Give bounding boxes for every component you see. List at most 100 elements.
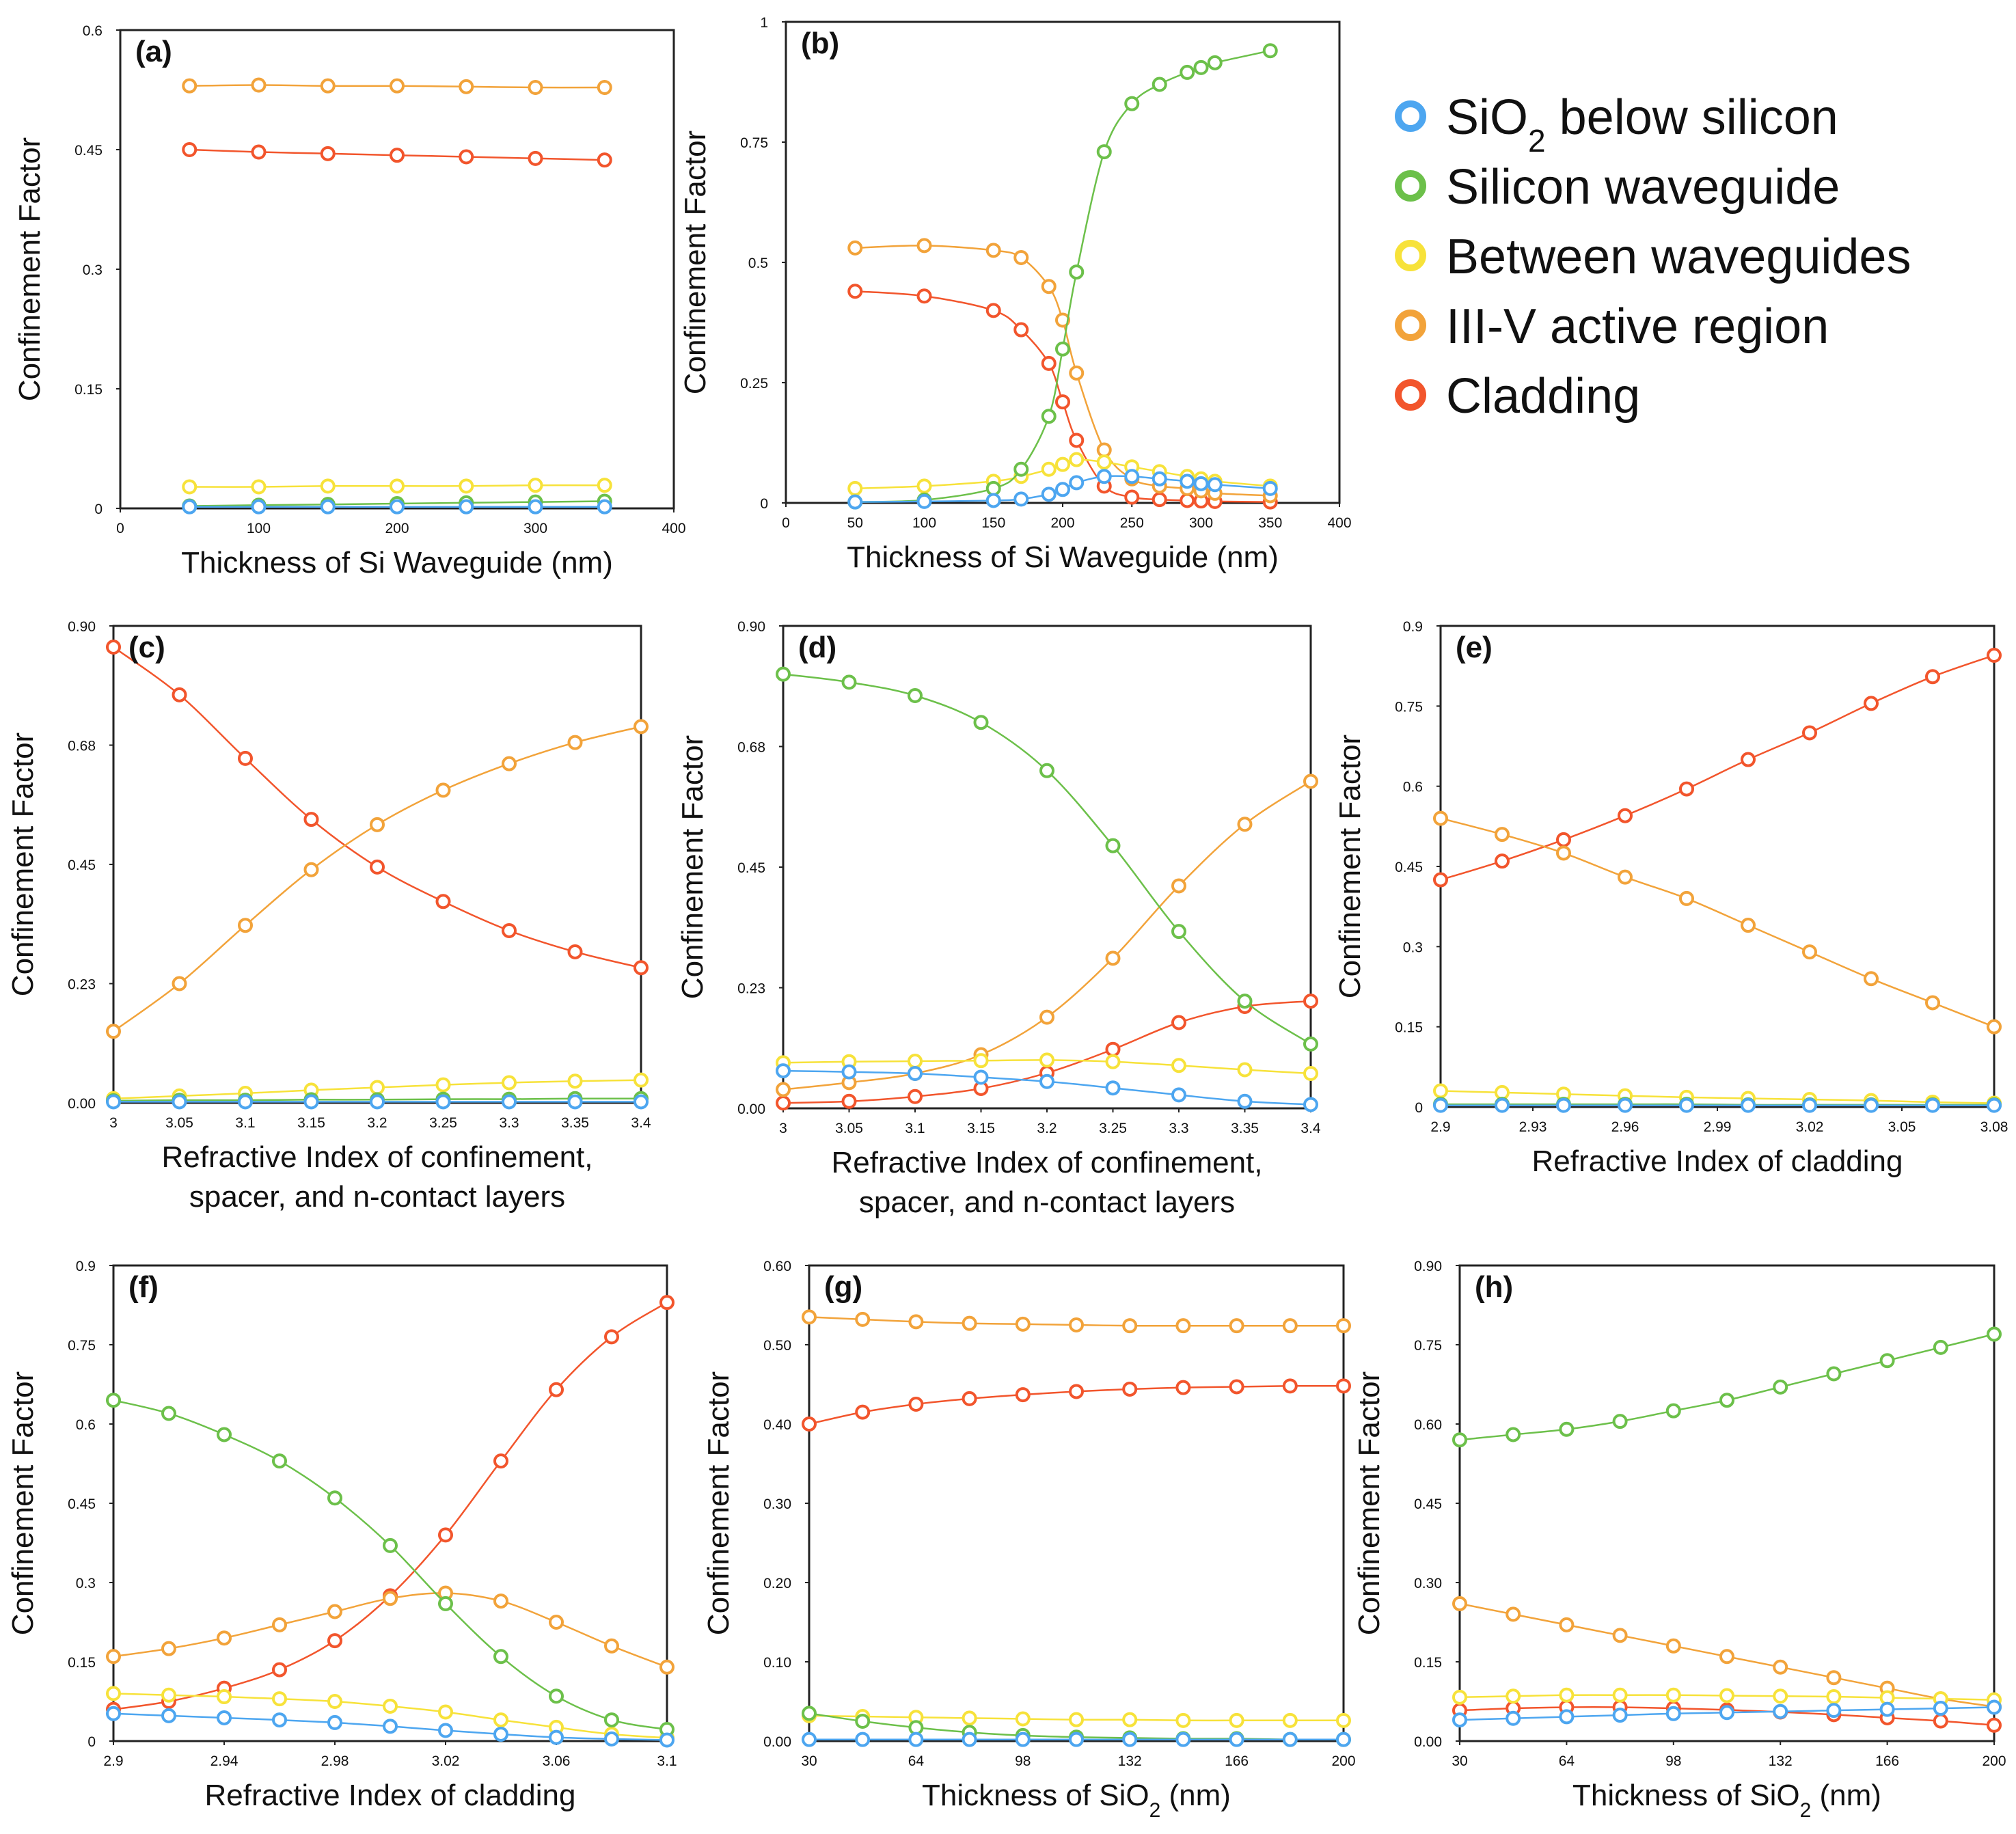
data-point-iiiv (1015, 1316, 1031, 1332)
data-point-clad (493, 1453, 508, 1469)
x-tick-label: 3.3 (499, 1115, 519, 1131)
data-point-sio2 (1303, 1097, 1318, 1112)
data-point-sio2 (1180, 474, 1195, 489)
data-point-btw (217, 1689, 232, 1705)
data-point-clad (1282, 1378, 1298, 1394)
data-point-sio2 (1559, 1709, 1575, 1725)
data-point-si (841, 674, 857, 690)
data-point-iiiv (1433, 810, 1448, 826)
data-point-iiiv (303, 862, 319, 877)
x-tick-label: 30 (801, 1753, 817, 1769)
data-point-sio2 (528, 499, 543, 515)
data-point-sio2 (1055, 482, 1070, 497)
data-point-btw (634, 1072, 649, 1088)
data-point-sio2 (1802, 1097, 1817, 1113)
legend-marker-iiiv (1395, 310, 1426, 341)
data-point-si (106, 1393, 121, 1408)
y-tick-label: 0.00 (737, 1101, 765, 1117)
x-axis-label-line2: spacer, and n-contact layers (189, 1180, 565, 1214)
data-point-iiiv (549, 1615, 564, 1630)
data-point-btw (1719, 1688, 1734, 1703)
y-axis-label: Confinement Factor (13, 137, 46, 401)
data-point-sio2 (238, 1094, 253, 1110)
data-point-sio2 (502, 1094, 517, 1110)
x-axis-label: Thickness of Si Waveguide (nm) (181, 546, 613, 579)
data-point-btw (528, 478, 543, 493)
legend-marker-btw (1395, 240, 1426, 271)
x-tick-label: 3.2 (1037, 1121, 1057, 1136)
chart-panel-c: 3 3.05 3.1 3.15 3.2 3.25 3.3 3.35 3.4 0.00 0.23 0.4… (6, 619, 651, 1214)
data-point-btw (847, 480, 863, 496)
series-line-si (782, 673, 1311, 1045)
data-point-iiiv (1122, 1318, 1138, 1334)
data-point-btw (1612, 1687, 1628, 1703)
data-point-btw (272, 1691, 287, 1707)
x-tick-label: 98 (1015, 1753, 1031, 1769)
x-tick-label: 3.4 (631, 1115, 651, 1131)
data-point-iiiv (1452, 1596, 1467, 1611)
y-axis-label: Confinement Factor (6, 1371, 40, 1635)
x-tick-label: 0 (782, 515, 790, 531)
x-axis-label: Refractive Index of cladding (205, 1779, 576, 1812)
data-point-si (549, 1688, 564, 1704)
data-point-btw (370, 1080, 385, 1095)
data-point-clad (1741, 752, 1756, 767)
chart-panel-h: 30 64 98 132 166 200 0.00 0.15 0.30 0.45 0.60 0.75 0… (1352, 1259, 2006, 1822)
x-tick-label: 150 (981, 515, 1005, 531)
series-line-si (1459, 1333, 1995, 1441)
y-tick-label: 0.90 (1414, 1259, 1442, 1274)
data-point-sio2 (370, 1094, 385, 1110)
data-point-btw (1041, 461, 1057, 477)
data-point-sio2 (1679, 1097, 1694, 1113)
data-point-btw (908, 1053, 923, 1069)
data-point-iiiv (502, 756, 517, 771)
data-point-si (383, 1537, 398, 1553)
data-point-sio2 (1719, 1705, 1734, 1721)
data-point-sio2 (1741, 1097, 1756, 1113)
data-point-clad (1864, 696, 1879, 711)
y-tick-label: 0.23 (737, 981, 765, 997)
data-point-clad (182, 142, 197, 157)
data-point-si (604, 1712, 619, 1728)
data-point-sio2 (1105, 1080, 1121, 1096)
y-tick-label: 0.6 (76, 1417, 96, 1433)
panel-label: (g) (824, 1270, 862, 1304)
y-tick-label: 0.9 (1403, 619, 1423, 635)
legend-label: SiO2 below silicon (1446, 90, 1838, 159)
data-point-iiiv (776, 1082, 791, 1097)
data-point-clad (802, 1416, 817, 1432)
data-point-btw (251, 479, 267, 495)
plot-frame (112, 1264, 668, 1742)
data-point-iiiv (370, 817, 385, 832)
data-point-iiiv (161, 1641, 176, 1656)
series-line-clad (113, 646, 642, 969)
data-point-iiiv (528, 80, 543, 95)
data-point-clad (659, 1295, 675, 1311)
data-point-sio2 (1039, 1073, 1054, 1089)
data-point-sio2 (1433, 1097, 1448, 1113)
data-point-sio2 (1041, 487, 1057, 502)
panel-label: (c) (128, 631, 165, 664)
panel-label: (a) (135, 35, 172, 68)
x-tick-label: 166 (1225, 1753, 1249, 1769)
data-point-clad (238, 750, 253, 766)
series-line-clad (1440, 654, 1995, 881)
plot-frame (1458, 1264, 1995, 1742)
data-point-iiiv (802, 1309, 817, 1325)
data-point-sio2 (1229, 1732, 1244, 1747)
data-point-si (1559, 1421, 1575, 1437)
data-point-si (1933, 1339, 1948, 1355)
data-point-clad (327, 1633, 342, 1649)
data-point-btw (493, 1712, 508, 1728)
data-point-sio2 (390, 499, 405, 515)
series-line-clad (113, 1302, 668, 1710)
data-point-clad (634, 960, 649, 976)
x-tick-label: 2.99 (1704, 1119, 1732, 1135)
data-point-iiiv (847, 240, 863, 256)
x-tick-label: 3.08 (1980, 1119, 2008, 1135)
x-tick-label: 300 (523, 521, 547, 536)
x-tick-label: 3.02 (432, 1753, 460, 1769)
data-point-iiiv (1175, 1318, 1191, 1334)
data-point-iiiv (855, 1311, 871, 1327)
data-point-sio2 (916, 493, 932, 509)
